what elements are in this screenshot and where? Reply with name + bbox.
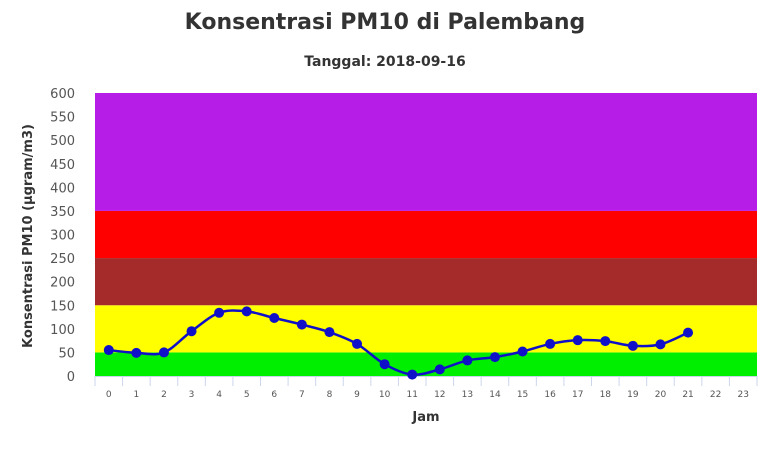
x-tick-label: 7: [299, 390, 305, 400]
data-point: [158, 347, 169, 358]
data-point: [407, 369, 418, 380]
plot-band-0: [95, 352, 757, 376]
x-tick-label: 20: [655, 390, 667, 400]
y-axis-title: Konsentrasi PM10 (µgram/m3): [21, 124, 36, 348]
x-tick-label: 6: [271, 390, 277, 400]
y-tick-label: 50: [58, 346, 75, 361]
data-point: [462, 355, 473, 366]
data-point: [352, 338, 363, 349]
x-tick-label: 9: [354, 390, 360, 400]
y-tick-label: 400: [50, 181, 75, 196]
x-tick-label: 2: [161, 390, 167, 400]
plot-band-1: [95, 305, 757, 353]
x-tick-label: 12: [434, 390, 445, 400]
y-tick-label: 100: [50, 323, 75, 338]
y-tick-label: 500: [50, 134, 75, 149]
x-tick-label: 22: [710, 390, 721, 400]
data-point: [655, 339, 666, 350]
y-tick-label: 0: [67, 370, 75, 385]
data-point: [627, 340, 638, 351]
y-tick-label: 300: [50, 229, 75, 244]
x-tick-label: 21: [682, 390, 693, 400]
y-axis-ticks: 0 50 100 150 200 250 300 350 400 450 500 550 600: [50, 87, 75, 385]
data-point: [683, 327, 694, 338]
data-point: [296, 319, 307, 330]
data-point: [324, 327, 335, 338]
x-tick-label: 13: [462, 390, 473, 400]
y-tick-label: 200: [50, 276, 75, 291]
x-tick-label: 23: [737, 390, 748, 400]
y-tick-label: 350: [50, 205, 75, 220]
data-point: [131, 347, 142, 358]
data-point: [600, 336, 611, 347]
data-point: [269, 312, 280, 323]
y-tick-label: 450: [50, 158, 75, 173]
x-tick-label: 10: [379, 390, 391, 400]
chart-title: Konsentrasi PM10 di Palembang: [185, 10, 586, 35]
data-point: [545, 338, 556, 349]
x-tick-label: 5: [244, 390, 250, 400]
data-point: [103, 345, 114, 356]
x-tick-label: 16: [544, 390, 556, 400]
series-group: [103, 306, 694, 380]
plot-band-4: [95, 93, 757, 211]
x-axis: 0 1 2 3 4 5 6 7 8 9 10 11 12 13 14 15 16 17 18 19 20 21 22 23: [94, 376, 758, 400]
x-tick-label: 18: [600, 390, 612, 400]
x-tick-label: 0: [106, 390, 112, 400]
x-tick-label: 1: [134, 390, 140, 400]
y-tick-label: 250: [50, 252, 75, 267]
chart-subtitle: Tanggal: 2018-09-16: [304, 54, 465, 70]
data-point: [517, 346, 528, 357]
y-tick-label: 550: [50, 111, 75, 126]
x-tick-label: 4: [216, 390, 222, 400]
x-tick-label: 14: [489, 390, 501, 400]
data-point: [489, 352, 500, 363]
y-tick-label: 600: [50, 87, 75, 102]
data-point: [434, 364, 445, 375]
data-point: [379, 359, 390, 370]
x-tick-label: 11: [406, 390, 417, 400]
x-tick-label: 3: [189, 390, 195, 400]
x-tick-label: 15: [517, 390, 528, 400]
plot-band-3: [95, 210, 757, 259]
plot-band-2: [95, 258, 757, 306]
data-point: [241, 306, 252, 317]
data-point: [186, 326, 197, 337]
x-tick-label: 8: [327, 390, 333, 400]
series-line-0: [108, 309, 689, 376]
x-tick-label: 17: [572, 390, 583, 400]
x-axis-title: Jam: [411, 410, 439, 425]
y-tick-label: 150: [50, 299, 75, 314]
plot-bands: [95, 93, 757, 376]
data-point: [572, 335, 583, 346]
data-point: [214, 307, 225, 318]
x-tick-label: 19: [627, 390, 639, 400]
